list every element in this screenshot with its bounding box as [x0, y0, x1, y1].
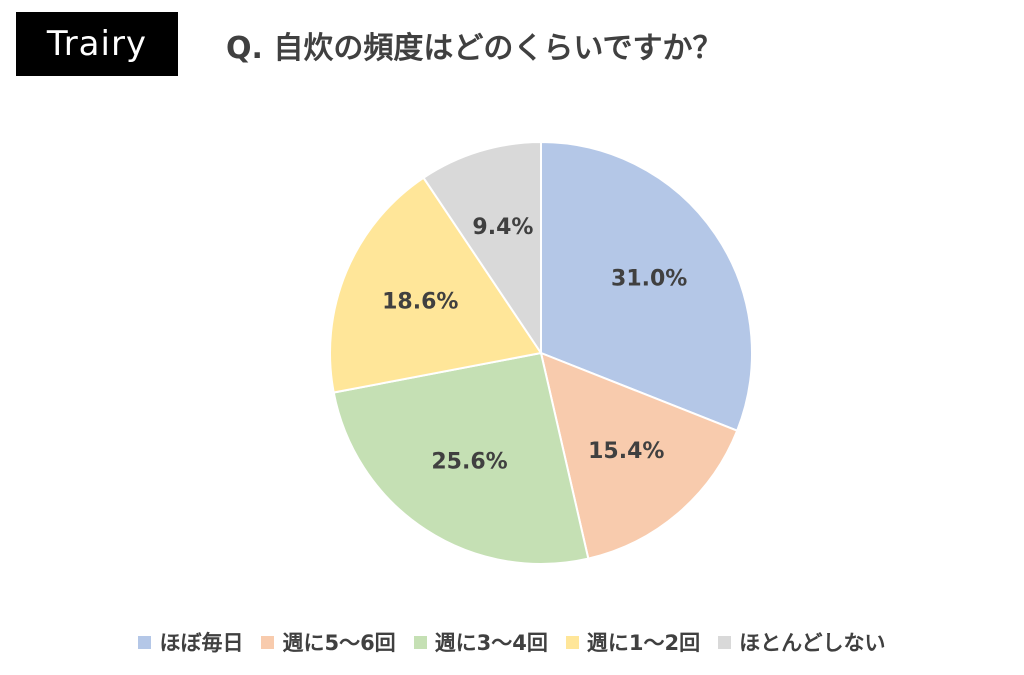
- legend-swatch-4: [565, 635, 579, 649]
- pie-slice-4: [329, 176, 543, 394]
- brand-logo: Trairy: [16, 12, 178, 76]
- chart-title: Q. 自炊の頻度はどのくらいですか？: [226, 31, 723, 66]
- legend-swatch-5: [718, 635, 732, 649]
- legend-label-2: 週に5～6回: [282, 631, 396, 655]
- slice-data-label-4: 18.6%: [382, 290, 458, 315]
- legend-item-3: 週に3～4回: [413, 627, 548, 657]
- slice-data-label-1: 31.0%: [611, 266, 687, 291]
- legend-item-1: ほぼ毎日: [138, 627, 243, 657]
- pie-slice-2: [539, 351, 739, 560]
- legend-swatch-2: [261, 635, 275, 649]
- slice-data-label-5: 9.4%: [472, 215, 533, 240]
- slice-data-label-2: 15.4%: [588, 439, 664, 464]
- legend-swatch-1: [138, 635, 152, 649]
- legend-label-1: ほぼ毎日: [159, 631, 244, 655]
- chart-legend: ほぼ毎日 週に5～6回 週に3～4回 週に1～2回 ほとんどしない: [0, 622, 1024, 662]
- pie-slice-3: [332, 351, 590, 565]
- legend-label-3: 週に3～4回: [434, 631, 548, 655]
- legend-swatch-3: [413, 635, 427, 649]
- pie-chart: 31.0% 15.4% 25.6% 18.6% 9.4%: [329, 140, 753, 565]
- brand-label: Trairy: [46, 24, 148, 64]
- legend-item-2: 週に5～6回: [261, 627, 396, 657]
- legend-label-4: 週に1～2回: [586, 631, 701, 655]
- legend-item-5: ほとんどしない: [718, 627, 886, 657]
- pie-slice-5: [422, 140, 542, 357]
- legend-label-5: ほとんどしない: [739, 631, 886, 655]
- slice-data-label-3: 25.6%: [431, 450, 507, 475]
- pie-slice-1: [540, 140, 753, 432]
- legend-item-4: 週に1～2回: [565, 627, 701, 657]
